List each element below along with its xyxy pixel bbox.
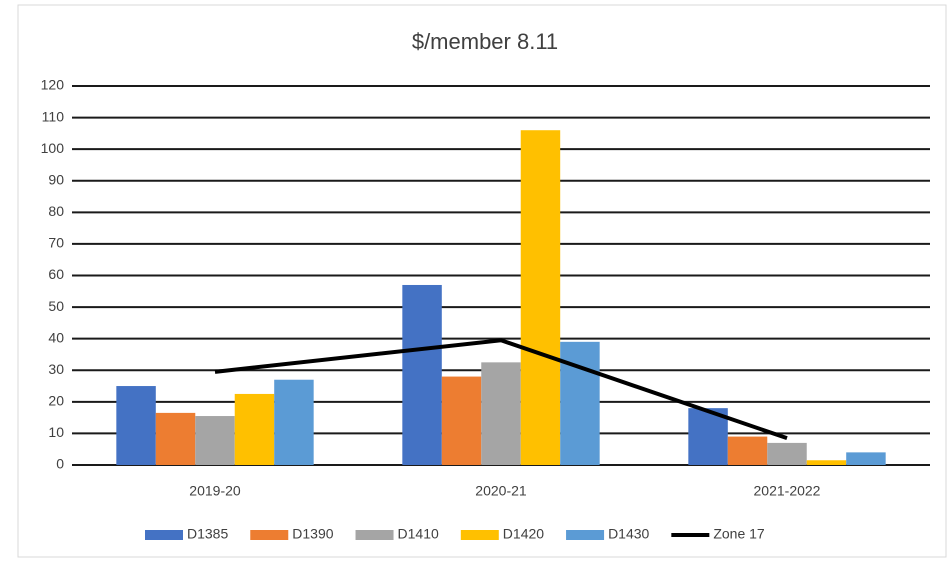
y-tick-label: 100 — [41, 140, 65, 156]
y-tick-label: 10 — [48, 424, 64, 440]
bar — [481, 362, 521, 465]
y-tick-label: 20 — [48, 393, 64, 409]
y-tick-label: 40 — [48, 329, 64, 345]
bar — [234, 393, 275, 465]
legend-label: Zone 17 — [713, 526, 765, 542]
legend-label: D1410 — [398, 526, 439, 542]
bar — [520, 130, 561, 465]
bar — [806, 460, 847, 465]
legend-label: D1385 — [187, 526, 228, 542]
bar — [402, 284, 442, 465]
x-tick-label: 2020-21 — [475, 483, 527, 499]
y-tick-label: 120 — [41, 77, 65, 93]
x-tick-label: 2021-2022 — [754, 483, 821, 499]
y-tick-label: 80 — [48, 203, 64, 219]
y-tick-label: 90 — [48, 171, 64, 187]
bar — [560, 341, 600, 465]
y-tick-label: 110 — [42, 108, 65, 124]
bar — [195, 416, 235, 465]
y-tick-label: 70 — [48, 235, 64, 251]
y-tick-label: 50 — [48, 298, 64, 314]
bar — [767, 442, 807, 465]
bar — [155, 412, 196, 465]
y-tick-label: 30 — [48, 361, 64, 377]
bar — [116, 386, 156, 465]
chart-frame — [17, 4, 947, 558]
legend-swatch — [566, 530, 605, 540]
bar — [727, 436, 768, 465]
legend-swatch — [355, 530, 394, 540]
line-series — [214, 338, 788, 441]
x-tick-label: 2019-20 — [189, 483, 241, 499]
legend-swatch — [145, 530, 183, 540]
bar — [846, 452, 886, 465]
legend-swatch — [250, 530, 289, 540]
bar — [274, 379, 314, 465]
chart-title: $/member 8.11 — [412, 29, 558, 54]
bar — [441, 376, 482, 465]
legend-label: D1430 — [608, 526, 649, 542]
legend-label: D1390 — [292, 526, 333, 542]
y-tick-label: 60 — [48, 266, 64, 282]
y-tick-label: 0 — [56, 456, 64, 472]
legend-label: D1420 — [503, 526, 544, 542]
legend-swatch — [460, 530, 499, 540]
